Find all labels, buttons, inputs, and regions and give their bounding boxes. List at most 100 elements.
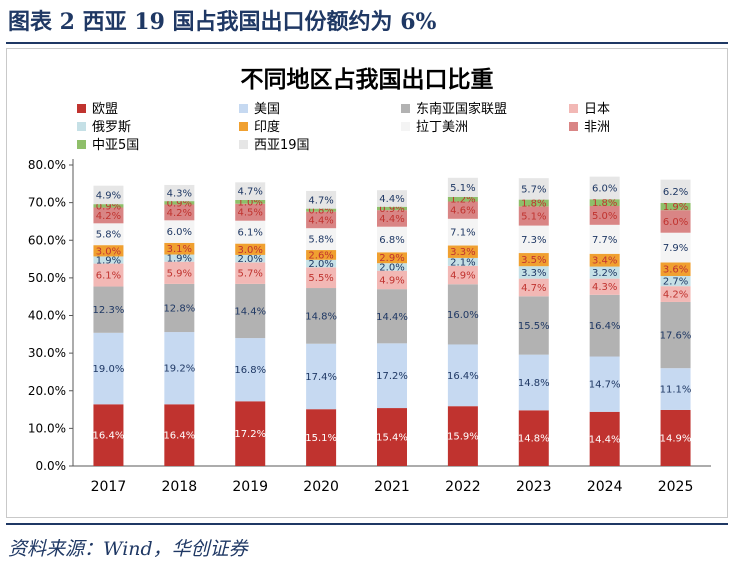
bar-segment xyxy=(660,409,691,466)
bar-stack: 14.4% 14.7% 16.4% 4.3% 3.2%3.4% 7.7% 5.0% 1.8% 6… xyxy=(589,176,621,466)
bar-segment xyxy=(93,185,124,205)
bar-segment xyxy=(589,176,620,200)
data-label: 4.6% xyxy=(450,206,475,217)
bar-segment xyxy=(589,206,620,225)
data-label: 14.9% xyxy=(660,433,692,444)
data-label: 19.0% xyxy=(93,364,125,375)
bar-segment xyxy=(447,177,478,197)
legend-swatch xyxy=(77,122,86,131)
bar-segment xyxy=(164,332,195,405)
bar-segment xyxy=(164,220,195,243)
bar-segment xyxy=(93,245,124,257)
bar-segment xyxy=(589,356,620,412)
bar-segment xyxy=(306,208,337,212)
bar-segment xyxy=(164,261,195,284)
data-label: 1.9% xyxy=(96,256,121,267)
data-label: 4.3% xyxy=(592,282,617,293)
bar-segment xyxy=(235,203,266,221)
data-label: 4.2% xyxy=(167,208,192,219)
bar-stack: 16.4% 19.0% 12.3% 6.1% 1.9%3.0% 5.8% 4.2%0.9%4… xyxy=(93,185,125,466)
bar-segment xyxy=(589,266,620,279)
legend-label: 东南亚国家联盟 xyxy=(416,101,507,117)
data-label: 0.9% xyxy=(96,201,121,212)
bar-segment xyxy=(518,199,549,207)
data-label: 2.6% xyxy=(308,250,333,261)
data-label: 6.0% xyxy=(167,227,192,238)
legend-label: 美国 xyxy=(254,102,280,117)
bar-segment xyxy=(660,203,691,211)
legend-item: 俄罗斯 xyxy=(77,120,131,135)
bar-segment xyxy=(589,278,620,295)
bar-segment xyxy=(235,220,266,244)
chart-title: 不同地区占我国出口比重 xyxy=(241,67,494,93)
data-label: 3.6% xyxy=(663,265,688,276)
data-label: 14.4% xyxy=(376,312,408,323)
data-label: 1.9% xyxy=(167,254,192,265)
legend-swatch xyxy=(569,122,578,131)
data-label: 4.5% xyxy=(238,208,263,219)
bar-stack: 14.8% 14.8% 15.5% 4.7% 3.3% 3.5% 7.3% 5.1%1.8% 5… xyxy=(518,178,550,466)
data-label: 1.8% xyxy=(521,199,546,210)
data-label: 4.9% xyxy=(379,275,404,286)
bars: 16.4%19.0%12.3%6.1%1.9%3.0%5.8%4.2%0.9%4… xyxy=(93,176,692,466)
bar-segment xyxy=(518,206,549,226)
data-label: 6.0% xyxy=(663,217,688,228)
bar-segment xyxy=(447,265,478,285)
data-label: 2.9% xyxy=(379,253,404,264)
bar-segment xyxy=(447,196,478,202)
legend-item: 印度 xyxy=(239,119,280,135)
data-label: 14.8% xyxy=(518,378,550,389)
data-label: 5.9% xyxy=(167,268,192,279)
x-tick-label: 2019 xyxy=(232,479,268,495)
x-tick-label: 2020 xyxy=(303,479,339,495)
data-label: 5.1% xyxy=(450,183,475,194)
bar-segment xyxy=(377,190,407,207)
bar-segment xyxy=(306,190,337,209)
y-tick-label: 10.0% xyxy=(28,421,66,435)
data-label: 7.1% xyxy=(450,228,475,239)
bar-segment xyxy=(306,409,337,466)
data-label: 7.3% xyxy=(521,235,546,246)
bar-stack: 16.4% 19.2% 12.8% 5.9% 1.9%3.1% 6.0% 4.2%0.9%4… xyxy=(163,184,195,466)
bar-segment xyxy=(377,206,407,211)
bar-segment xyxy=(164,201,195,205)
bar-stack: 17.2% 16.8% 14.4% 5.7% 2.0%3.0% 6.1% 4.5%1.0%4… xyxy=(234,182,266,466)
bar-segment xyxy=(518,178,549,200)
bar-segment xyxy=(447,344,478,407)
data-label: 16.4% xyxy=(589,321,621,332)
bar-segment xyxy=(377,210,407,227)
data-label: 4.7% xyxy=(521,283,546,294)
data-label: 14.8% xyxy=(305,311,337,322)
data-label: 4.4% xyxy=(379,194,404,205)
y-tick-label: 0.0% xyxy=(36,459,67,473)
data-label: 3.3% xyxy=(521,268,546,279)
data-label: 15.9% xyxy=(447,432,479,443)
bar-segment xyxy=(518,225,549,254)
bar-segment xyxy=(660,286,691,302)
legend-swatch xyxy=(77,140,86,149)
bar-segment xyxy=(306,288,337,344)
data-label: 14.4% xyxy=(234,306,266,317)
data-label: 6.1% xyxy=(96,271,121,282)
source-note: 资料来源：Wind，华创证券 xyxy=(8,538,248,560)
data-label: 5.7% xyxy=(238,269,263,280)
data-label: 6.2% xyxy=(663,187,688,198)
data-label: 16.0% xyxy=(447,310,479,321)
y-tick-label: 50.0% xyxy=(28,271,66,285)
data-label: 3.5% xyxy=(521,255,546,266)
bar-segment xyxy=(377,343,407,409)
data-label: 1.0% xyxy=(238,197,263,208)
y-tick-label: 30.0% xyxy=(28,346,66,360)
data-label: 3.0% xyxy=(96,246,121,257)
data-label: 2.0% xyxy=(238,254,263,265)
legend-item: 非洲 xyxy=(569,120,610,135)
x-tick-label: 2018 xyxy=(162,479,198,495)
chart-frame: 不同地区占我国出口比重 欧盟 美国 东南亚国家联盟 日本 俄罗斯 印度 拉丁美洲 非洲 中亚5国… xyxy=(6,48,728,518)
bar-segment xyxy=(447,406,478,466)
data-label: 16.4% xyxy=(447,371,479,382)
legend-item: 西亚19国 xyxy=(239,138,310,153)
data-label: 4.9% xyxy=(450,271,475,282)
data-label: 15.5% xyxy=(518,321,550,332)
legend-label: 印度 xyxy=(254,119,280,135)
data-label: 4.2% xyxy=(663,290,688,301)
